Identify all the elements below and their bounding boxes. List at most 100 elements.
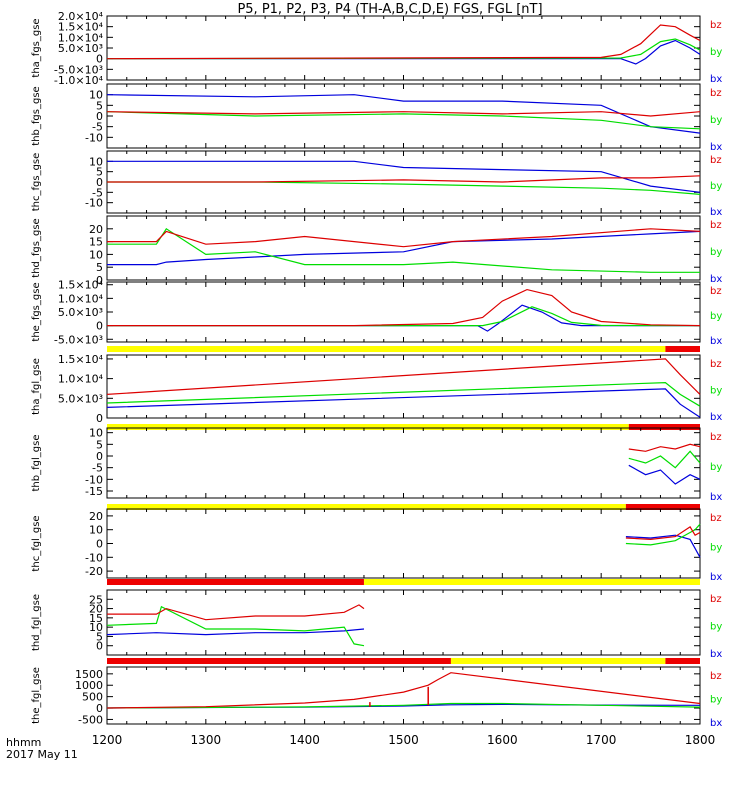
series-line-bx (107, 160, 701, 193)
y-axis-label: thc_fgl_gse (31, 515, 42, 571)
legend-label-bx: bx (710, 142, 722, 153)
series-line-by (106, 605, 365, 647)
y-tick-label: 2.0×10⁴ (58, 10, 104, 23)
series-line-bx (625, 534, 701, 558)
series-line-bz (106, 358, 701, 395)
series-line-bx (107, 304, 700, 332)
series-line-bz (107, 228, 701, 248)
x-tick-label: 1800 (685, 733, 716, 747)
y-tick-label: 10 (89, 89, 103, 102)
y-tick-label: 0 (96, 274, 103, 287)
y-tick-label: 0 (96, 320, 103, 333)
x-axis-date-label: 2017 May 11 (6, 748, 78, 761)
y-tick-label: 1.5×10⁴ (58, 353, 104, 366)
y-tick-label: 5 (96, 261, 103, 274)
series-line-bz (107, 175, 701, 183)
legend-label-by: by (710, 311, 722, 322)
status-bar-segment (665, 346, 700, 352)
status-bar-segment (107, 658, 451, 664)
legend-label-bx: bx (710, 274, 722, 285)
legend-label-by: by (710, 115, 722, 126)
panel-frame (106, 427, 701, 499)
series-line-bx (107, 39, 701, 65)
y-tick-label: -10 (85, 551, 103, 564)
x-axis-meta: hhmm 2017 May 11 (6, 737, 78, 761)
panel-frame (106, 83, 701, 149)
series-line-bz (107, 604, 365, 621)
series-line-bz (628, 443, 701, 452)
y-tick-label: 5 (96, 99, 103, 112)
y-tick-label: 0 (96, 702, 103, 715)
y-axis-label: thc_fgs_gse (31, 153, 42, 212)
legend-label-bx: bx (710, 718, 722, 729)
panel-frame (106, 354, 701, 419)
series-line-bz (625, 526, 701, 541)
series-line-bz (106, 672, 701, 709)
legend-label-bx: bx (710, 492, 722, 503)
series-line-by (628, 450, 701, 469)
y-tick-label: 1500 (75, 668, 103, 681)
legend-label-bz: bz (710, 432, 722, 443)
legend-label-by: by (710, 695, 722, 706)
legend-label-bx: bx (710, 649, 722, 660)
y-tick-label: 20 (89, 223, 103, 236)
legend-label-bx: bx (710, 336, 722, 347)
y-axis-label: thb_fgs_gse (31, 86, 42, 145)
y-tick-label: 15 (89, 236, 103, 249)
legend-label-by: by (710, 47, 722, 58)
chart-title: P5, P1, P2, P3, P4 (TH-A,B,C,D,E) FGS, F… (237, 2, 543, 17)
y-axis-label: thd_fgl_gse (31, 594, 42, 651)
legend-label-by: by (710, 543, 722, 554)
y-axis-label: the_fgs_gse (31, 282, 42, 341)
y-tick-label: 0 (96, 53, 103, 66)
x-tick-label: 1300 (191, 733, 222, 747)
y-tick-label: -5 (92, 121, 103, 134)
series-line-bx (106, 388, 701, 418)
legend-label-bx: bx (710, 207, 722, 218)
y-tick-label: 0 (96, 538, 103, 551)
legend-label-bz: bz (710, 88, 722, 99)
legend-label-by: by (710, 622, 722, 633)
status-bar-segment (107, 579, 364, 585)
status-bar-segment (363, 579, 700, 585)
x-axis-unit-label: hhmm (6, 736, 42, 749)
y-tick-label: -5.0×10³ (54, 63, 103, 76)
y-tick-label: 0 (96, 450, 103, 463)
y-tick-label: -5 (92, 186, 103, 199)
series-line-by (106, 702, 701, 709)
legend-label-by: by (710, 247, 722, 258)
series-line-bz (106, 24, 701, 60)
y-tick-label: -10 (85, 197, 103, 210)
series-line-by (106, 381, 701, 407)
y-axis-label: thb_fgl_gse (31, 435, 42, 492)
series-line-bz (106, 111, 701, 117)
legend-label-by: by (710, 181, 722, 192)
legend-label-bx: bx (710, 572, 722, 583)
legend-label-bz: bz (710, 671, 722, 682)
legend-label-bx: bx (710, 74, 722, 85)
y-tick-label: 5.0×10³ (58, 42, 103, 55)
status-bar-segment (107, 346, 666, 352)
y-tick-label: 0 (96, 640, 103, 653)
y-axis-label: tha_fgs_gse (31, 18, 42, 77)
y-tick-label: 5 (96, 630, 103, 643)
y-tick-label: 10 (89, 248, 103, 261)
y-tick-label: 1.0×10⁴ (58, 292, 104, 305)
y-tick-label: 5 (96, 438, 103, 451)
y-tick-label: 1.5×10⁴ (58, 21, 104, 34)
y-tick-label: 1.5×10⁴ (58, 279, 104, 292)
panel-frame (106, 589, 701, 656)
legend-label-bz: bz (710, 220, 722, 231)
y-tick-label: 10 (89, 524, 103, 537)
y-tick-label: 20 (89, 510, 103, 523)
y-tick-label: 0 (96, 110, 103, 123)
y-tick-label: 5.0×10³ (58, 306, 103, 319)
series-line-by (107, 181, 701, 195)
y-tick-label: 1.0×10⁴ (58, 31, 104, 44)
series-line-by (107, 306, 701, 327)
x-tick-label: 1400 (289, 733, 320, 747)
y-tick-label: 0 (96, 412, 103, 425)
legend-label-bx: bx (710, 412, 722, 423)
series-line-by (106, 38, 701, 60)
